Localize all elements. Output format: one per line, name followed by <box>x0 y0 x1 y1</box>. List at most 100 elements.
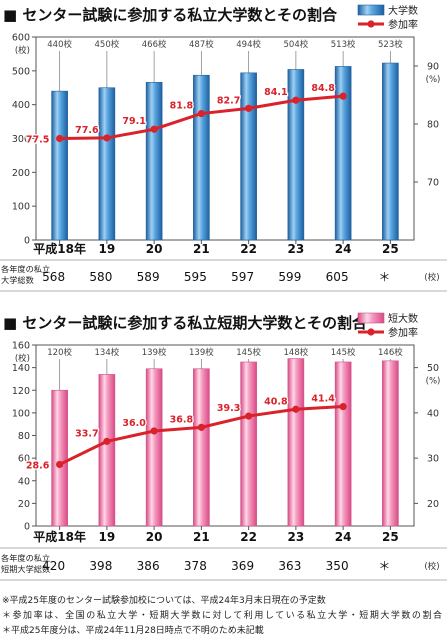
category-label: 24 <box>335 242 352 256</box>
left-axis-tick-label: 20 <box>18 499 30 510</box>
total-value: 580 <box>89 270 112 284</box>
rate-point <box>245 412 253 420</box>
bar-value-label: 513校 <box>331 39 356 50</box>
left-axis-tick-label: 400 <box>12 100 30 111</box>
total-value: 378 <box>184 559 207 573</box>
category-label: 20 <box>146 530 163 544</box>
left-axis-tick-label: 500 <box>12 66 30 77</box>
rate-point <box>245 104 253 112</box>
rate-label: 84.1 <box>264 87 287 98</box>
total-row-label: 各年度の私立 <box>1 553 50 563</box>
rate-point <box>56 460 64 469</box>
rate-label: 36.0 <box>122 418 146 429</box>
left-axis-tick-label: 140 <box>12 363 30 374</box>
category-label: 20 <box>146 242 163 256</box>
left-axis-tick-label: 120 <box>12 386 30 397</box>
bar <box>287 358 305 527</box>
total-value: 369 <box>231 559 254 573</box>
bar <box>240 361 257 527</box>
bar-value-label: 450校 <box>95 39 120 50</box>
right-axis-unit: (%) <box>426 75 441 85</box>
bar <box>98 374 116 527</box>
category-label: 22 <box>240 530 257 544</box>
bar <box>334 361 352 527</box>
left-axis-tick-label: 80 <box>18 431 30 442</box>
bar <box>145 82 163 241</box>
bar-value-label: 145校 <box>331 347 356 358</box>
bar <box>240 72 257 241</box>
legend-line-marker <box>367 328 375 336</box>
total-value: 568 <box>42 270 65 284</box>
rate-point <box>339 402 347 411</box>
bar-value-label: 504校 <box>284 39 309 50</box>
total-value: 363 <box>278 559 301 573</box>
bar <box>334 66 352 241</box>
right-axis-unit: (%) <box>426 377 441 387</box>
total-value: 605 <box>326 270 349 284</box>
rate-label: 39.3 <box>217 403 240 414</box>
right-axis-tick-label: 30 <box>427 454 439 465</box>
rate-point <box>103 437 111 445</box>
legend-bar-label: 短大数 <box>388 312 418 325</box>
rate-point <box>56 134 64 143</box>
rate-point <box>292 405 300 413</box>
total-value: ＊ <box>378 270 390 284</box>
right-axis-tick-label: 40 <box>427 408 439 419</box>
rate-label: 36.8 <box>170 414 194 425</box>
category-label: 平成18年 <box>33 241 86 256</box>
category-label: 23 <box>288 530 305 544</box>
total-row-unit: (校) <box>424 561 439 572</box>
left-axis-unit: (校) <box>15 353 30 364</box>
category-label: 24 <box>335 530 352 544</box>
rate-label: 77.5 <box>26 135 49 146</box>
legend-bar-swatch <box>357 4 385 16</box>
chart-2: ■ センター試験に参加する私立短期大学数とその割合 0 20 40 60 80 100 120… <box>0 312 447 581</box>
total-row-label: 各年度の私立 <box>1 264 50 274</box>
bar-value-label: 120校 <box>47 347 72 358</box>
bar <box>382 360 399 527</box>
total-value: 386 <box>137 559 160 573</box>
right-axis-tick-label: 50 <box>427 363 439 374</box>
left-axis-tick-label: 100 <box>12 202 30 213</box>
right-axis-tick-label: 70 <box>427 178 439 189</box>
chart-1: ■ センター試験に参加する私立大学数とその割合 0 100 200 300 400 500 6… <box>0 4 447 292</box>
bar-value-label: 148校 <box>284 347 309 358</box>
total-value: 350 <box>326 559 349 573</box>
footnote: ※平成25年度のセンター試験参加校については、平成24年3月末日現在の予定数 <box>2 594 326 606</box>
category-label: 23 <box>288 242 305 256</box>
bar-value-label: 494校 <box>236 39 261 50</box>
left-axis-tick-label: 160 <box>12 341 30 352</box>
legend-line-label: 参加率 <box>388 18 418 31</box>
rate-point <box>292 96 300 104</box>
legend-bar-label: 大学数 <box>388 4 418 17</box>
bar <box>51 90 68 241</box>
category-label: 21 <box>193 242 210 256</box>
bar-value-label: 146校 <box>378 347 403 358</box>
footnotes: ※平成25年度のセンター試験参加校については、平成24年3月末日現在の予定数 ＊参… <box>2 594 442 636</box>
total-value: 599 <box>278 270 301 284</box>
rate-point <box>197 109 205 118</box>
right-axis-tick-label: 80 <box>427 120 439 131</box>
legend-line-label: 参加率 <box>388 326 418 339</box>
total-value: 420 <box>42 559 65 573</box>
rate-label: 79.1 <box>122 116 145 127</box>
rate-point <box>150 427 158 435</box>
legend-bar-swatch <box>357 312 385 324</box>
left-axis-tick-label: 300 <box>12 134 30 145</box>
right-axis-tick-label: 20 <box>427 499 439 510</box>
footnote: ＊参加率は、全国の私立大学・短期大学数に対して利用している私立大学・短期大学数の… <box>2 609 442 621</box>
rate-label: 82.7 <box>217 95 240 106</box>
left-axis-tick-label: 0 <box>24 522 30 533</box>
bar <box>51 389 68 527</box>
rate-label: 77.6 <box>75 125 99 136</box>
category-label: 19 <box>99 530 116 544</box>
rate-label: 84.8 <box>311 83 335 94</box>
left-axis-unit: (校) <box>15 45 30 56</box>
rate-point <box>150 125 158 133</box>
total-value: ＊ <box>378 559 390 573</box>
bar <box>193 368 210 527</box>
total-value: 595 <box>184 270 207 284</box>
